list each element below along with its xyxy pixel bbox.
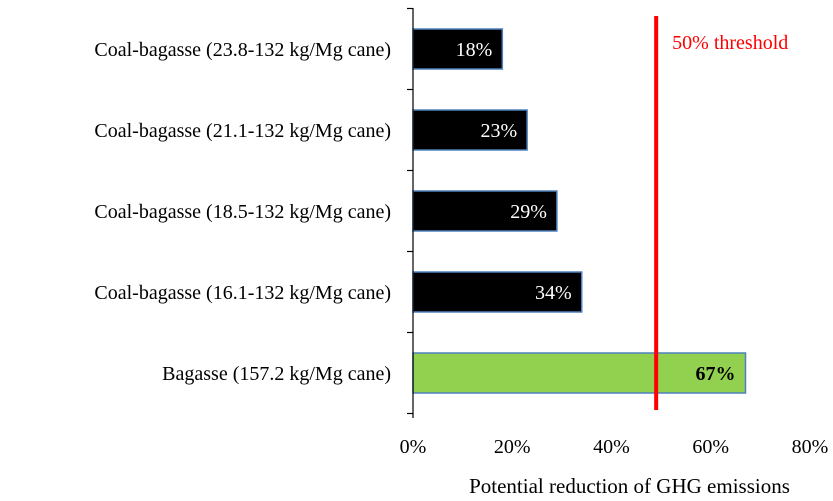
category-label: Bagasse (157.2 kg/Mg cane) — [162, 363, 391, 385]
x-axis-title: Potential reduction of GHG emissions — [469, 474, 790, 498]
x-tick-label: 60% — [692, 436, 729, 458]
bar — [412, 352, 747, 394]
bar — [412, 109, 528, 151]
x-tick-label: 0% — [400, 436, 427, 458]
category-label: Coal-bagasse (16.1-132 kg/Mg cane) — [94, 282, 391, 304]
category-label: Coal-bagasse (21.1-132 kg/Mg cane) — [94, 120, 391, 142]
labels-layer: Coal-bagasse (23.8-132 kg/Mg cane) 18% Coa… — [94, 7, 829, 458]
bar — [412, 190, 558, 232]
x-tick-label: 80% — [792, 436, 829, 458]
x-tick-label: 20% — [494, 436, 531, 458]
category-label: Coal-bagasse (18.5-132 kg/Mg cane) — [94, 201, 391, 223]
data-label: 67% — [695, 363, 735, 385]
category-label: Coal-bagasse (23.8-132 kg/Mg cane) — [94, 39, 391, 61]
data-label: 29% — [510, 201, 547, 223]
bar — [412, 271, 583, 313]
threshold-layer: 50% threshold — [654, 16, 788, 410]
threshold-label: 50% threshold — [672, 32, 788, 54]
x-tick-label: 40% — [593, 436, 630, 458]
data-label: 23% — [480, 120, 517, 142]
bars-layer — [412, 28, 747, 394]
data-label: 34% — [535, 282, 572, 304]
data-label: 18% — [456, 39, 493, 61]
